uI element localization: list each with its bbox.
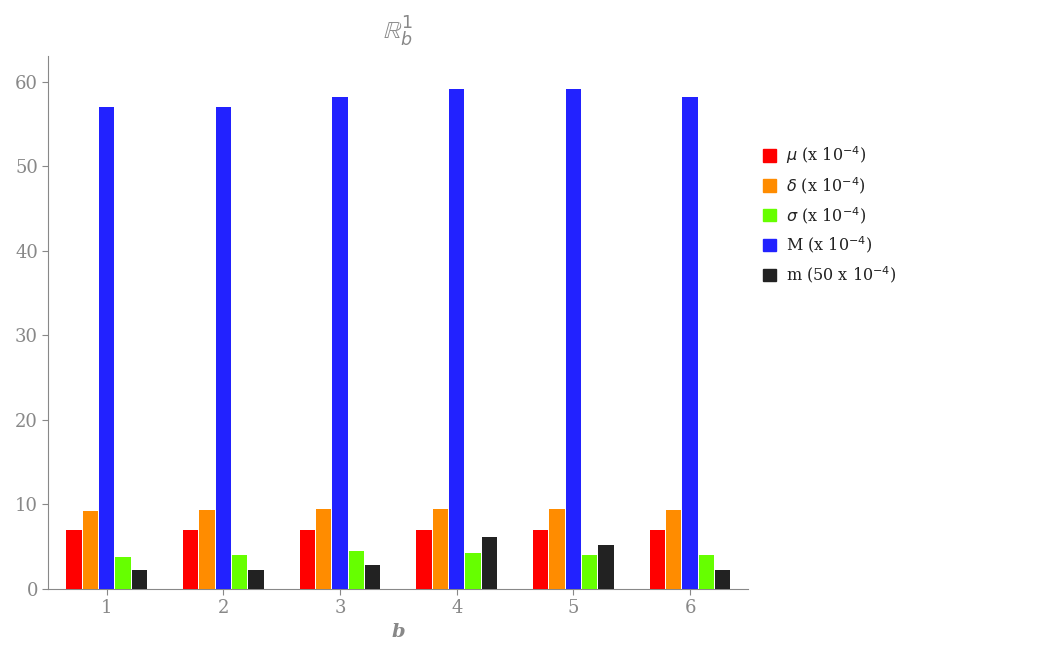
Bar <box>316 508 331 589</box>
Bar <box>248 571 263 589</box>
Bar <box>533 530 549 589</box>
Bar <box>67 530 82 589</box>
Bar <box>466 552 481 589</box>
Bar <box>132 571 147 589</box>
Bar <box>682 97 698 589</box>
Bar <box>99 107 115 589</box>
Bar <box>83 511 98 589</box>
Bar <box>566 89 581 589</box>
Bar <box>215 107 231 589</box>
Bar <box>417 530 432 589</box>
Bar <box>433 508 448 589</box>
Bar <box>232 555 247 589</box>
Bar <box>699 555 714 589</box>
Bar <box>184 530 198 589</box>
Bar <box>482 537 497 589</box>
Bar <box>550 508 564 589</box>
Bar <box>365 565 380 589</box>
X-axis label: b: b <box>392 623 405 641</box>
Bar <box>349 551 364 589</box>
Bar <box>598 545 613 589</box>
Bar <box>116 557 131 589</box>
Legend: $\mu$ (x 10$^{-4}$), $\delta$ (x 10$^{-4}$), $\sigma$ (x 10$^{-4}$), M (x 10$^{-: $\mu$ (x 10$^{-4}$), $\delta$ (x 10$^{-4… <box>763 144 897 285</box>
Title: $\mathbb{R}_b^1$: $\mathbb{R}_b^1$ <box>383 15 414 49</box>
Bar <box>332 97 348 589</box>
Bar <box>649 530 665 589</box>
Bar <box>582 555 597 589</box>
Bar <box>715 571 730 589</box>
Bar <box>199 510 214 589</box>
Bar <box>449 89 465 589</box>
Bar <box>300 530 315 589</box>
Bar <box>666 510 681 589</box>
